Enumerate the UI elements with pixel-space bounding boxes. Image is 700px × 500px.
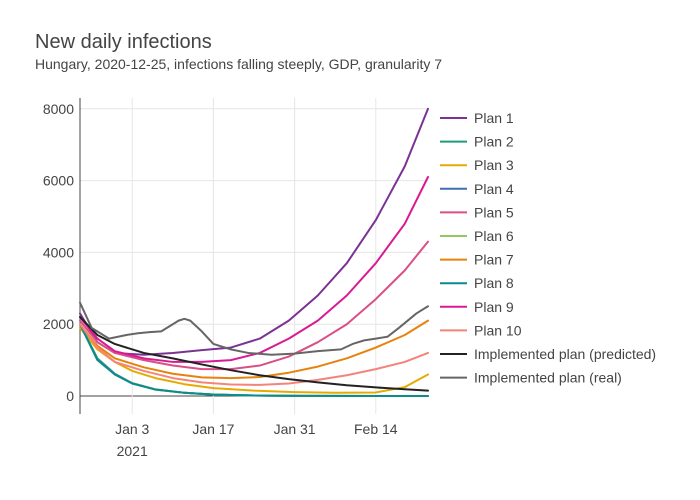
series-line-11 xyxy=(79,316,429,392)
legend-label: Plan 8 xyxy=(474,275,514,291)
y-tick-label: 0 xyxy=(66,388,74,404)
chart-title: New daily infections xyxy=(35,31,212,53)
series-line-7 xyxy=(79,319,429,380)
legend[interactable]: Plan 1 Plan 2 Plan 3 Plan 4 Plan 5 Plan 6 Plan… xyxy=(440,110,656,386)
legend-label: Plan 3 xyxy=(474,157,514,173)
legend-label: Plan 9 xyxy=(474,299,514,315)
x-tick-label: Jan 17 xyxy=(192,421,234,437)
legend-item[interactable]: Plan 6 xyxy=(440,228,514,244)
legend-item[interactable]: Plan 4 xyxy=(440,181,514,197)
series-line-12 xyxy=(79,301,429,356)
legend-item[interactable]: Plan 1 xyxy=(440,110,514,126)
legend-item[interactable]: Plan 9 xyxy=(440,299,514,315)
y-tick-label: 6000 xyxy=(43,173,74,189)
legend-item[interactable]: Plan 7 xyxy=(440,252,514,268)
legend-item[interactable]: Implemented plan (predicted) xyxy=(440,346,656,362)
series-line-9 xyxy=(79,176,429,363)
series-line-10 xyxy=(79,323,429,386)
legend-item[interactable]: Plan 8 xyxy=(440,275,514,291)
legend-item[interactable]: Implemented plan (real) xyxy=(440,370,622,386)
tick-labels: 0 2000 4000 6000 8000 Jan 3 2021 Jan 17 Jan 31 Fe… xyxy=(43,101,398,459)
legend-item[interactable]: Plan 10 xyxy=(440,322,522,338)
x-tick-sublabel: 2021 xyxy=(117,443,148,459)
x-tick-label: Jan 31 xyxy=(274,421,316,437)
y-tick-label: 4000 xyxy=(43,244,74,260)
legend-label: Implemented plan (predicted) xyxy=(474,346,656,362)
series-line-8 xyxy=(79,323,429,398)
legend-label: Plan 5 xyxy=(474,204,514,220)
legend-label: Plan 10 xyxy=(474,322,522,338)
chart-subtitle: Hungary, 2020-12-25, infections falling … xyxy=(35,56,443,72)
legend-item[interactable]: Plan 3 xyxy=(440,157,514,173)
series-layer xyxy=(79,107,429,398)
legend-label: Plan 6 xyxy=(474,228,514,244)
y-tick-label: 2000 xyxy=(43,316,74,332)
legend-label: Plan 1 xyxy=(474,110,514,126)
legend-label: Implemented plan (real) xyxy=(474,370,622,386)
x-tick-label: Jan 3 xyxy=(115,421,149,437)
y-tick-label: 8000 xyxy=(43,101,74,117)
legend-item[interactable]: Plan 2 xyxy=(440,134,514,150)
series-line-5 xyxy=(79,240,429,371)
legend-label: Plan 2 xyxy=(474,134,514,150)
x-tick-label: Feb 14 xyxy=(354,421,398,437)
legend-label: Plan 4 xyxy=(474,181,514,197)
legend-label: Plan 7 xyxy=(474,252,514,268)
legend-item[interactable]: Plan 5 xyxy=(440,204,514,220)
